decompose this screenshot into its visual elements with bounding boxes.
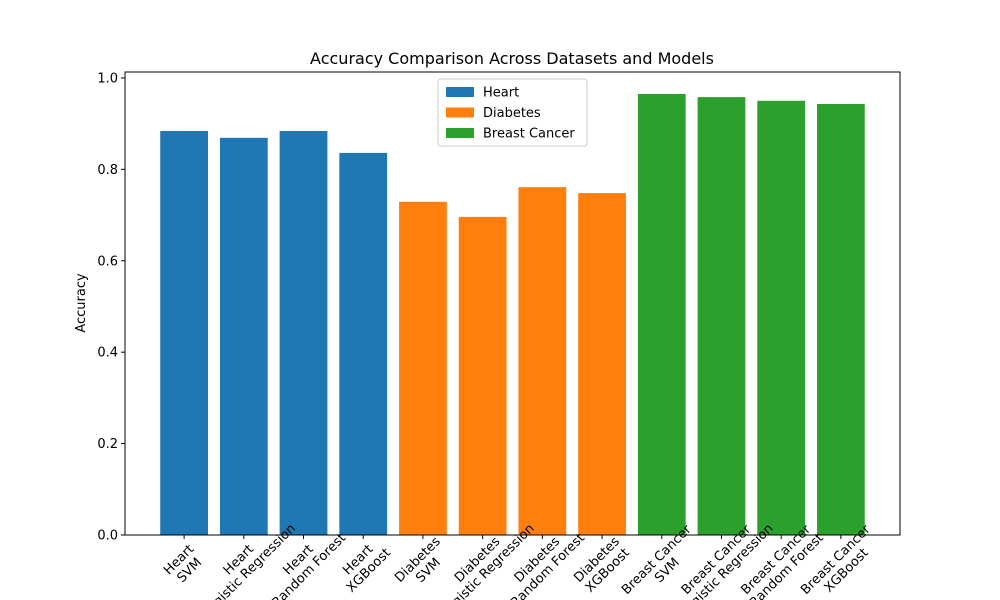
legend-box: [437, 78, 588, 147]
y-tick-label: 1.0: [97, 71, 118, 86]
y-tick-label: 0.6: [97, 254, 118, 269]
x-tick-label: DiabetesSVM: [392, 534, 454, 596]
legend-swatch: [446, 107, 474, 118]
legend-swatch: [446, 87, 474, 97]
bar: [578, 193, 626, 536]
x-tick-label: HeartSVM: [161, 542, 208, 589]
legend-label: Diabetes: [483, 106, 541, 121]
legend-swatch: [446, 128, 474, 138]
chart-title: Accuracy Comparison Across Datasets and …: [310, 49, 714, 68]
y-tick-label: 0.8: [97, 163, 118, 178]
bar: [637, 93, 686, 536]
plot-frame: [124, 71, 901, 536]
bar: [160, 130, 208, 535]
bar: [518, 187, 567, 535]
y-tick-label: 0.0: [97, 529, 118, 544]
bar: [757, 100, 806, 535]
bar: [219, 137, 268, 535]
legend-label: Breast Cancer: [483, 127, 575, 142]
y-tick-label: 0.4: [97, 346, 118, 361]
bar: [279, 130, 328, 535]
y-axis-label: Accuracy: [74, 273, 89, 333]
bar: [399, 201, 447, 535]
bar: [339, 152, 388, 536]
bar: [817, 103, 865, 535]
legend-label: Heart: [483, 86, 519, 101]
y-tick-label: 0.2: [97, 437, 118, 452]
bar: [458, 216, 507, 536]
bar: [697, 97, 746, 535]
